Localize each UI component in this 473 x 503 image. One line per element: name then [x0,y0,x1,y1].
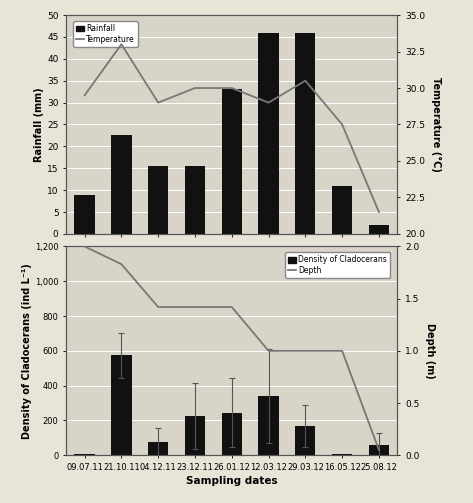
Y-axis label: Depth (m): Depth (m) [425,323,435,379]
Legend: Rainfall, Temperature: Rainfall, Temperature [73,21,138,47]
X-axis label: Sampling dates: Sampling dates [186,476,278,486]
Bar [222,412,242,455]
Bar [369,225,389,234]
Y-axis label: Rainfall (mm): Rainfall (mm) [35,87,44,162]
Legend: Density of Cladocerans, Depth: Density of Cladocerans, Depth [285,253,390,278]
Bar [148,442,168,455]
Bar [222,90,242,234]
Bar [185,166,205,234]
Bar [295,33,315,234]
Bar [148,166,168,234]
Y-axis label: Density of Cladocerans (ind L⁻¹): Density of Cladocerans (ind L⁻¹) [22,263,32,439]
Y-axis label: Temperature (°C): Temperature (°C) [430,77,441,172]
Bar [295,426,315,455]
Bar [332,454,352,455]
Bar [258,33,279,234]
Bar [369,445,389,455]
Bar [258,396,279,455]
Bar [332,186,352,234]
Bar [111,135,131,234]
Bar [75,195,95,234]
Bar [75,454,95,455]
Bar [111,355,131,455]
Bar [185,416,205,455]
